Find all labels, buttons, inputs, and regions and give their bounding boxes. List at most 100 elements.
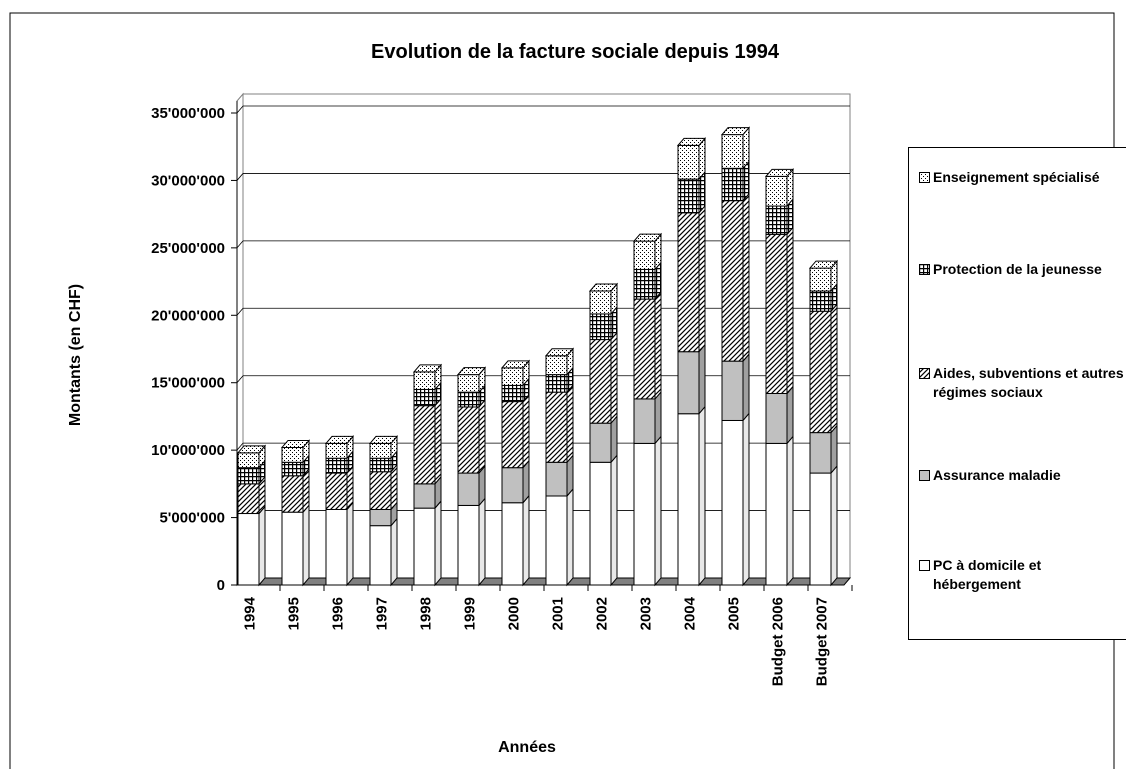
- bar-top: [368, 435, 399, 444]
- chart-title: Evolution de la facture sociale depuis 1…: [371, 41, 780, 63]
- legend-swatch: [919, 264, 930, 275]
- bar-side: [522, 393, 530, 470]
- bar-segment: [413, 388, 436, 407]
- y-axis-label: Montants (en CHF): [67, 284, 84, 426]
- bar-segment: [501, 384, 524, 403]
- bar-segment: [457, 406, 480, 474]
- bar-segment: [765, 442, 788, 586]
- y-tick-label: 15'000'000: [151, 375, 225, 392]
- bar-segment: [325, 472, 348, 510]
- bar-side: [830, 424, 838, 475]
- bar-side: [830, 302, 838, 434]
- bar-segment: [325, 508, 348, 586]
- bar-segment: [413, 483, 436, 509]
- legend-label: Assurance maladie: [933, 467, 1061, 483]
- y-tick-label: 5'000'000: [159, 510, 225, 527]
- bar-segment: [281, 475, 304, 513]
- bar-top: [324, 435, 355, 444]
- bar-segment: [589, 313, 612, 341]
- bar-segment: [721, 360, 744, 421]
- bar-segment: [765, 175, 788, 207]
- bar-side: [478, 398, 486, 475]
- legend-label: PC à domicile et hébergement: [933, 557, 1042, 592]
- legend-swatch-box: [919, 368, 930, 379]
- bar-segment: [237, 467, 260, 485]
- bar-segment: [677, 178, 700, 214]
- bar-segment: [281, 461, 304, 477]
- bar-segment: [809, 472, 832, 586]
- bar-segment: [633, 240, 656, 270]
- bar-side: [742, 412, 750, 587]
- bar-side: [786, 385, 794, 445]
- bar-segment: [501, 367, 524, 386]
- x-tick-label: 2000: [506, 597, 523, 630]
- bar-segment: [809, 290, 832, 312]
- bar-segment: [457, 374, 480, 393]
- legend-swatch-box: [919, 560, 930, 571]
- grid-line-side: [236, 240, 244, 249]
- bar-segment: [369, 471, 392, 510]
- bar-top: [500, 360, 531, 369]
- x-tick-label: 2003: [638, 597, 655, 630]
- x-tick-label: Budget 2006: [770, 597, 787, 686]
- legend-swatch-box: [919, 172, 930, 183]
- bar-segment: [721, 200, 744, 362]
- legend-swatch: [919, 470, 930, 481]
- bar-side: [610, 331, 618, 425]
- bar-segment: [369, 525, 392, 586]
- bar-segment: [545, 374, 568, 393]
- bar-segment: [281, 446, 304, 463]
- bar-segment: [457, 504, 480, 586]
- bar-segment: [369, 457, 392, 473]
- x-tick-label: 2001: [550, 597, 567, 630]
- bar-top: [236, 445, 267, 454]
- bar-segment: [457, 391, 480, 408]
- bar-side: [698, 405, 706, 587]
- bar-top: [676, 137, 707, 146]
- bar-segment: [369, 442, 392, 459]
- y-tick-label: 30'000'000: [151, 172, 225, 189]
- bar-segment: [501, 502, 524, 586]
- bar-side: [698, 343, 706, 416]
- bar-side: [742, 192, 750, 363]
- bar-segment: [633, 442, 656, 586]
- bar-side: [654, 290, 662, 401]
- bar-segment: [721, 167, 744, 202]
- bar-segment: [677, 413, 700, 586]
- bar-side: [566, 383, 574, 464]
- bar-top: [544, 348, 575, 357]
- grid-line-side: [236, 375, 244, 383]
- bar-segment: [545, 391, 568, 463]
- bar-segment: [765, 233, 788, 395]
- legend-swatch-box: [919, 470, 930, 481]
- bar-segment: [765, 205, 788, 235]
- bar-segment: [677, 351, 700, 415]
- bar-side: [786, 226, 794, 395]
- y-tick-label: 0: [217, 577, 225, 594]
- bar-top: [764, 168, 795, 177]
- x-tick-label: 1994: [242, 596, 259, 630]
- bar-segment: [633, 268, 656, 300]
- bar-segment: [237, 513, 260, 586]
- bar-segment: [589, 422, 612, 463]
- bar-segment: [721, 419, 744, 586]
- bar-top: [720, 127, 751, 136]
- bar-segment: [677, 144, 700, 180]
- bar-side: [258, 505, 266, 587]
- x-tick-label: 2002: [594, 597, 611, 630]
- bar-segment: [457, 472, 480, 506]
- bar-side: [742, 352, 750, 422]
- x-tick-label: 1996: [330, 597, 347, 630]
- bar-segment: [369, 508, 392, 527]
- bar-side: [830, 464, 838, 587]
- bar-side: [566, 487, 574, 587]
- y-tick-label: 35'000'000: [151, 105, 225, 122]
- legend-swatch: [919, 560, 930, 571]
- x-tick-label: 2004: [682, 596, 699, 630]
- x-tick-label: 2005: [726, 597, 743, 630]
- bar-segment: [545, 495, 568, 586]
- x-tick-label: 1997: [374, 597, 391, 630]
- bar-segment: [545, 461, 568, 497]
